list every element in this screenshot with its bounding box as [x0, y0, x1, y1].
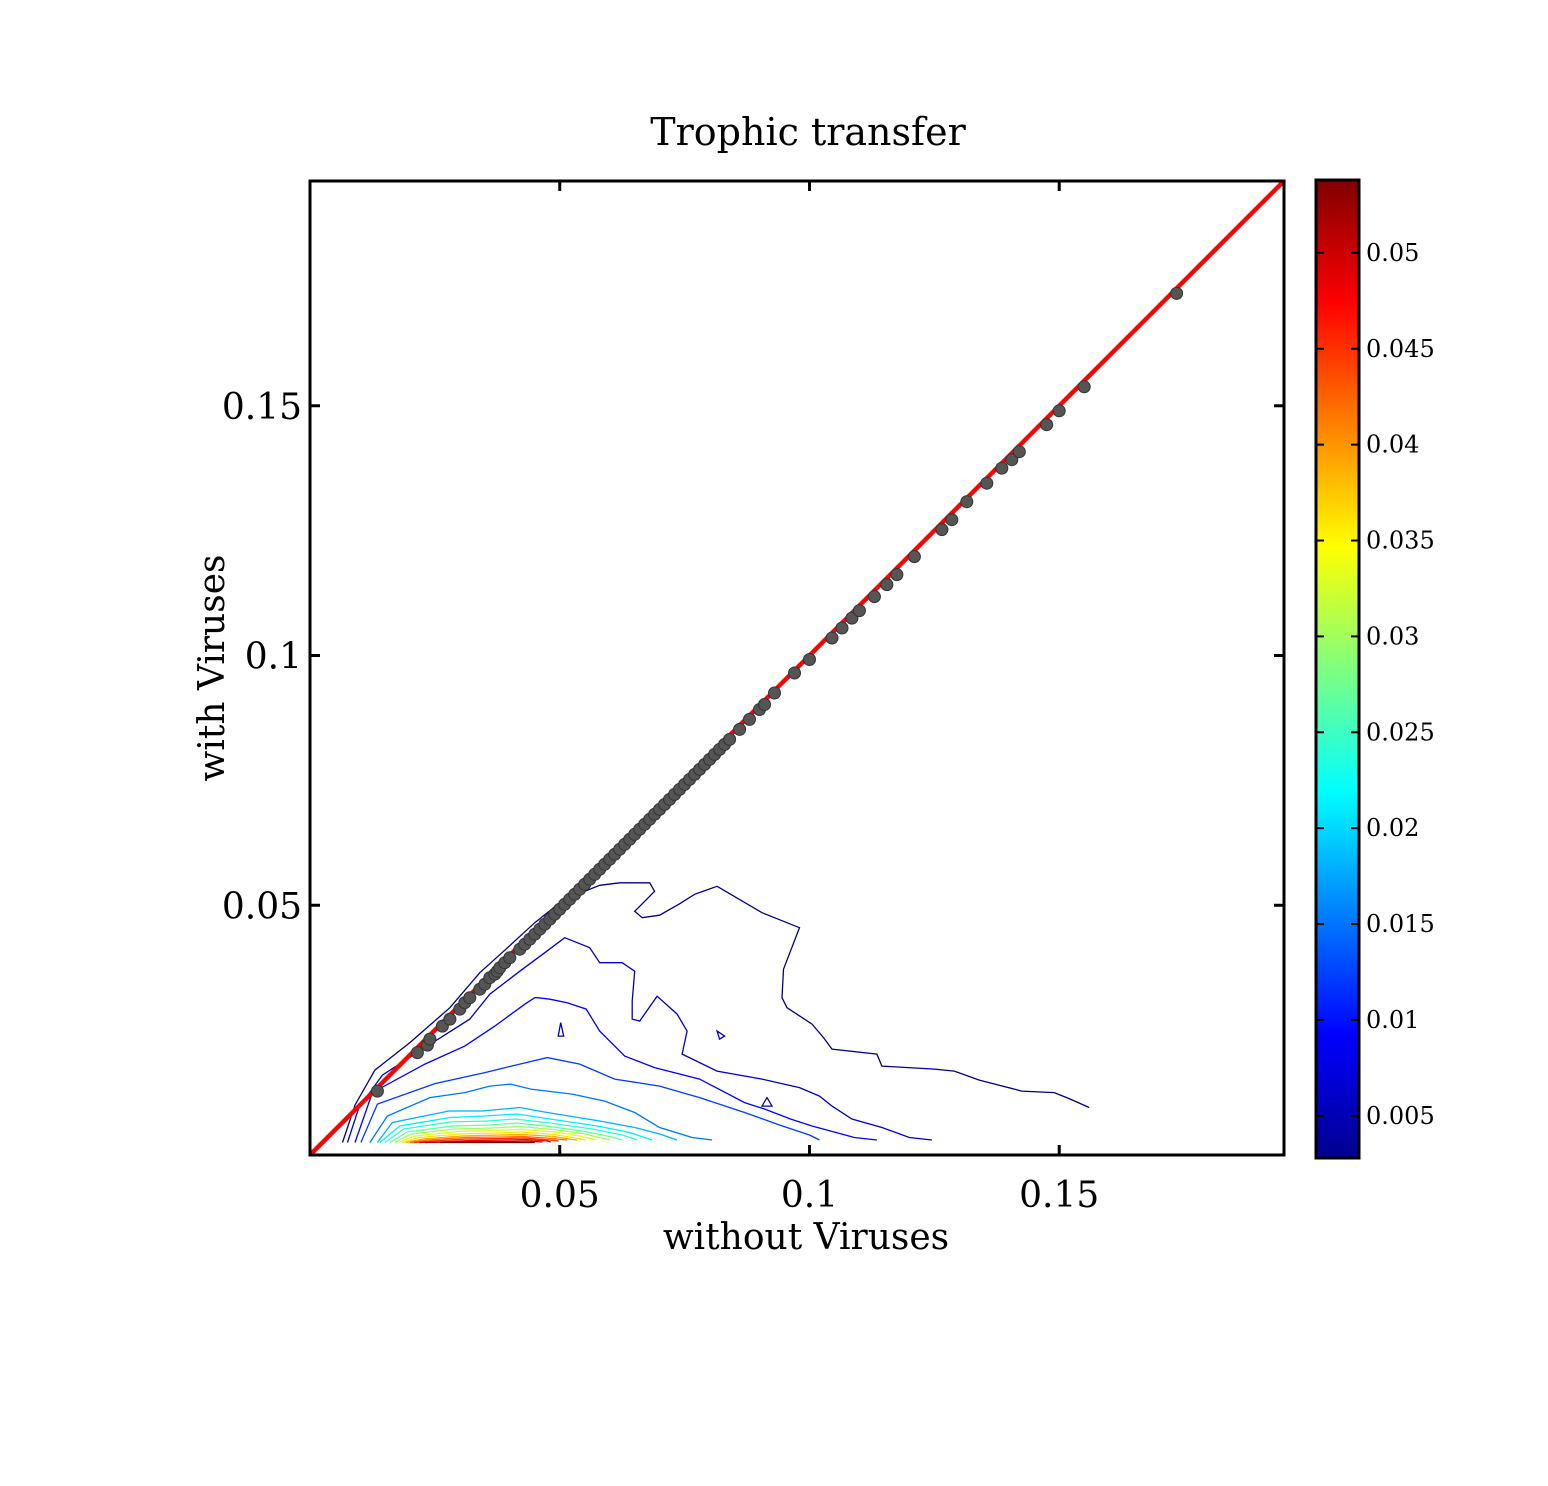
scatter-point — [743, 712, 756, 726]
colorbar-tick-label: 0.01 — [1366, 1006, 1419, 1034]
colorbar-tick-label: 0.045 — [1366, 335, 1435, 363]
scatter-point — [995, 461, 1009, 475]
scatter-point — [443, 1012, 457, 1026]
contour-line — [424, 1140, 543, 1144]
scatter-point — [1077, 380, 1091, 394]
scatter-point — [935, 523, 949, 537]
scatter-point — [880, 578, 894, 592]
scatter-point — [803, 653, 816, 666]
colorbar-tick-label: 0.035 — [1366, 527, 1435, 555]
scatter-point — [1040, 418, 1054, 432]
scatter-group — [370, 286, 1184, 1098]
scatter-point — [1012, 445, 1026, 459]
contour-line — [557, 1022, 565, 1037]
y-tick-label: 0.15 — [222, 387, 302, 428]
scatter-point — [945, 513, 959, 527]
scatter-point — [423, 1032, 437, 1046]
scatter-point — [1170, 286, 1184, 300]
scatter-point — [1052, 404, 1066, 418]
colorbar-tick-label: 0.02 — [1366, 814, 1419, 842]
x-axis-label: without Viruses — [663, 1217, 949, 1258]
contour-line — [409, 1135, 568, 1144]
colorbar-tick-label: 0.015 — [1366, 910, 1435, 938]
scatter-point — [890, 568, 904, 582]
contour-line — [360, 1056, 820, 1143]
plot-frame — [308, 179, 1286, 1157]
scatter-point — [768, 686, 781, 700]
scatter-point — [723, 732, 737, 746]
contour-line — [376, 1106, 678, 1143]
contour-line — [394, 1125, 610, 1144]
contour-line — [402, 1131, 586, 1144]
scatter-point — [788, 666, 801, 680]
colorbar-tick-label: 0.025 — [1366, 718, 1435, 746]
scatter-point — [370, 1084, 384, 1098]
contour-line — [405, 1133, 578, 1144]
scatter-point — [503, 951, 517, 965]
scatter-point — [907, 550, 921, 564]
colorbar-tick-label: 0.04 — [1366, 431, 1419, 459]
scatter-point — [758, 698, 771, 711]
colorbar-tick-label: 0.05 — [1366, 239, 1419, 267]
contour-line — [346, 936, 932, 1143]
contour-line — [384, 1118, 638, 1144]
scatter-point — [463, 991, 477, 1005]
scatter-point — [835, 621, 849, 635]
colorbar-tick-label: 0.005 — [1366, 1102, 1435, 1130]
axis-ticks: 0.05 0.1 0.15 0.05 0.1 0.15 — [222, 181, 1284, 1216]
contour-line — [389, 1122, 623, 1144]
chart-title: Trophic transfer — [650, 110, 966, 154]
scatter-point — [867, 590, 881, 604]
colorbar — [1314, 178, 1361, 1160]
contour-line — [341, 882, 1090, 1143]
x-tick-label: 0.15 — [1019, 1175, 1099, 1216]
scatter-point — [960, 495, 974, 509]
scatter-point — [733, 722, 747, 736]
contour-line — [715, 1029, 726, 1041]
scatter-point — [852, 604, 866, 618]
contour-line — [760, 1096, 774, 1107]
scatter-point — [980, 476, 994, 490]
x-tick-label: 0.05 — [520, 1175, 600, 1216]
contour-line — [398, 1128, 596, 1144]
scatter-point — [410, 1046, 424, 1060]
colorbar-tick-label: 0.03 — [1366, 622, 1419, 650]
contour-line — [354, 997, 877, 1143]
x-tick-label: 0.1 — [781, 1175, 838, 1216]
contour-group — [341, 882, 1090, 1144]
contour-line — [413, 1137, 559, 1144]
y-tick-label: 0.05 — [222, 886, 302, 927]
y-axis-label: with Viruses — [192, 555, 233, 782]
scatter-point — [825, 631, 839, 645]
contour-line — [369, 1083, 713, 1143]
colorbar-ticks: 0.005 0.01 0.015 0.02 0.025 0.03 0.035 0.04 0.04… — [1316, 239, 1435, 1130]
y-tick-label: 0.1 — [245, 637, 302, 678]
contour-line — [379, 1113, 653, 1144]
scatter-point — [1005, 453, 1019, 467]
